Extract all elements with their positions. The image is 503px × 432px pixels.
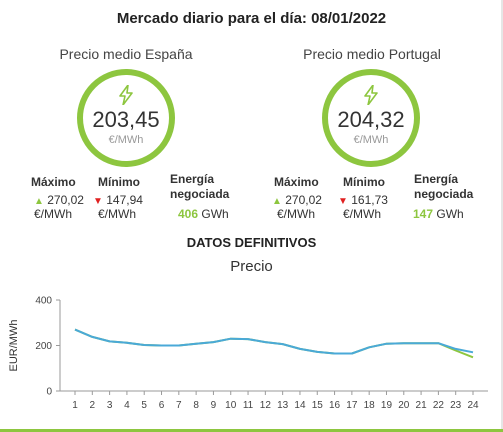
portugal-min-label: Mínimo	[343, 175, 385, 189]
spain-min-unit: €/MWh	[98, 207, 137, 221]
spain-max-label: Máximo	[31, 175, 76, 189]
scroll-edge	[501, 0, 503, 432]
triangle-down-icon: ▼	[338, 196, 348, 207]
spain-min-label: Mínimo	[98, 175, 140, 189]
x-tick-label: 16	[329, 400, 341, 411]
section-title: DATOS DEFINITIVOS	[186, 235, 317, 250]
portugal-energy-unit: GWh	[436, 207, 464, 221]
x-tick-label: 5	[141, 400, 147, 411]
portugal-min-unit: €/MWh	[343, 207, 382, 221]
portugal-energy-value-row: 147 GWh	[413, 207, 464, 222]
x-tick-label: 1	[72, 400, 78, 411]
portugal-price-ring: 204,32 €/MWh	[322, 69, 420, 167]
y-axis-label: EUR/MWh	[8, 320, 20, 372]
x-tick-label: 9	[211, 400, 217, 411]
spain-average-price: 203,45	[92, 107, 160, 132]
spain-max-value: 270,02	[47, 193, 84, 207]
x-tick-label: 24	[467, 400, 479, 411]
lightning-bolt-icon	[83, 84, 169, 110]
triangle-up-icon: ▲	[272, 196, 282, 207]
x-tick-label: 13	[277, 400, 289, 411]
portugal-price-unit: €/MWh	[353, 134, 389, 146]
spain-energy-label: Energía negociada	[170, 172, 229, 202]
spain-min-value: 147,94	[106, 193, 143, 207]
page-title: Mercado diario para el día: 08/01/2022	[116, 10, 387, 27]
portugal-max-value-row: ▲ 270,02	[272, 193, 322, 209]
portugal-energy-value: 147	[413, 207, 434, 221]
spain-energy-unit: GWh	[201, 207, 229, 221]
portugal-max-value: 270,02	[285, 193, 322, 207]
portugal-max-unit: €/MWh	[277, 207, 316, 221]
spain-energy-label-line1: Energía	[170, 172, 215, 186]
portugal-energy-label-line1: Energía	[414, 172, 459, 186]
x-tick-label: 3	[107, 400, 113, 411]
x-tick-label: 4	[124, 400, 130, 411]
triangle-up-icon: ▲	[34, 196, 44, 207]
x-tick-label: 15	[312, 400, 324, 411]
x-tick-label: 23	[450, 400, 462, 411]
portugal-max-label: Máximo	[274, 175, 319, 189]
x-tick-label: 7	[176, 400, 182, 411]
portugal-min-value-row: ▼ 161,73	[338, 193, 388, 209]
lightning-bolt-icon	[328, 84, 414, 110]
portugal-energy-label: Energía negociada	[414, 172, 473, 202]
triangle-down-icon: ▼	[93, 196, 103, 207]
spain-energy-value: 406	[178, 207, 199, 221]
spain-energy-value-row: 406 GWh	[178, 207, 229, 222]
x-tick-label: 18	[364, 400, 376, 411]
x-tick-label: 8	[193, 400, 199, 411]
x-tick-label: 11	[243, 400, 254, 411]
x-tick-label: 17	[346, 400, 358, 411]
spain-price-ring: 203,45 €/MWh	[77, 69, 175, 167]
x-tick-label: 22	[433, 400, 445, 411]
portugal-average-price: 204,32	[337, 107, 405, 132]
x-tick-label: 14	[294, 400, 306, 411]
portugal-energy-label-line2: negociada	[414, 187, 474, 201]
portugal-panel-title: Precio medio Portugal	[303, 46, 441, 62]
spain-price-unit: €/MWh	[108, 134, 144, 146]
x-tick-label: 20	[398, 400, 410, 411]
y-tick-label: 400	[35, 296, 52, 307]
x-tick-label: 10	[225, 400, 237, 411]
spain-max-unit: €/MWh	[34, 207, 73, 221]
x-tick-label: 6	[159, 400, 165, 411]
portugal-min-value: 161,73	[351, 193, 388, 207]
x-tick-label: 12	[260, 400, 272, 411]
spain-energy-label-line2: negociada	[170, 187, 230, 201]
x-tick-label: 21	[416, 400, 428, 411]
x-tick-label: 19	[381, 400, 393, 411]
spain-max-value-row: ▲ 270,02	[34, 193, 84, 209]
x-tick-label: 2	[90, 400, 96, 411]
spain-min-value-row: ▼ 147,94	[93, 193, 143, 209]
chart-title: Precio	[230, 258, 273, 275]
series-line-portugal	[74, 328, 474, 355]
spain-panel-title: Precio medio España	[59, 46, 193, 62]
bottom-accent-bar	[0, 429, 503, 432]
y-tick-label: 0	[46, 387, 52, 398]
y-tick-label: 200	[35, 341, 52, 352]
